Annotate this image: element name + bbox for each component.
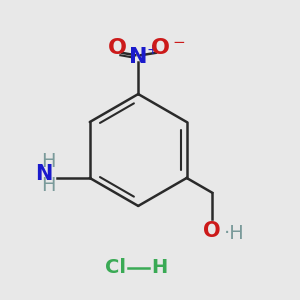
- Text: O: O: [203, 221, 221, 241]
- Text: H: H: [41, 152, 56, 171]
- Text: N: N: [129, 47, 148, 67]
- Text: N: N: [35, 164, 52, 184]
- Text: H: H: [41, 176, 56, 195]
- Text: +: +: [146, 44, 158, 58]
- Text: −: −: [172, 35, 185, 50]
- Text: O: O: [108, 38, 127, 58]
- Text: O: O: [151, 38, 170, 58]
- Text: ·H: ·H: [224, 224, 245, 244]
- Text: H: H: [151, 258, 167, 277]
- Text: Cl: Cl: [105, 258, 126, 277]
